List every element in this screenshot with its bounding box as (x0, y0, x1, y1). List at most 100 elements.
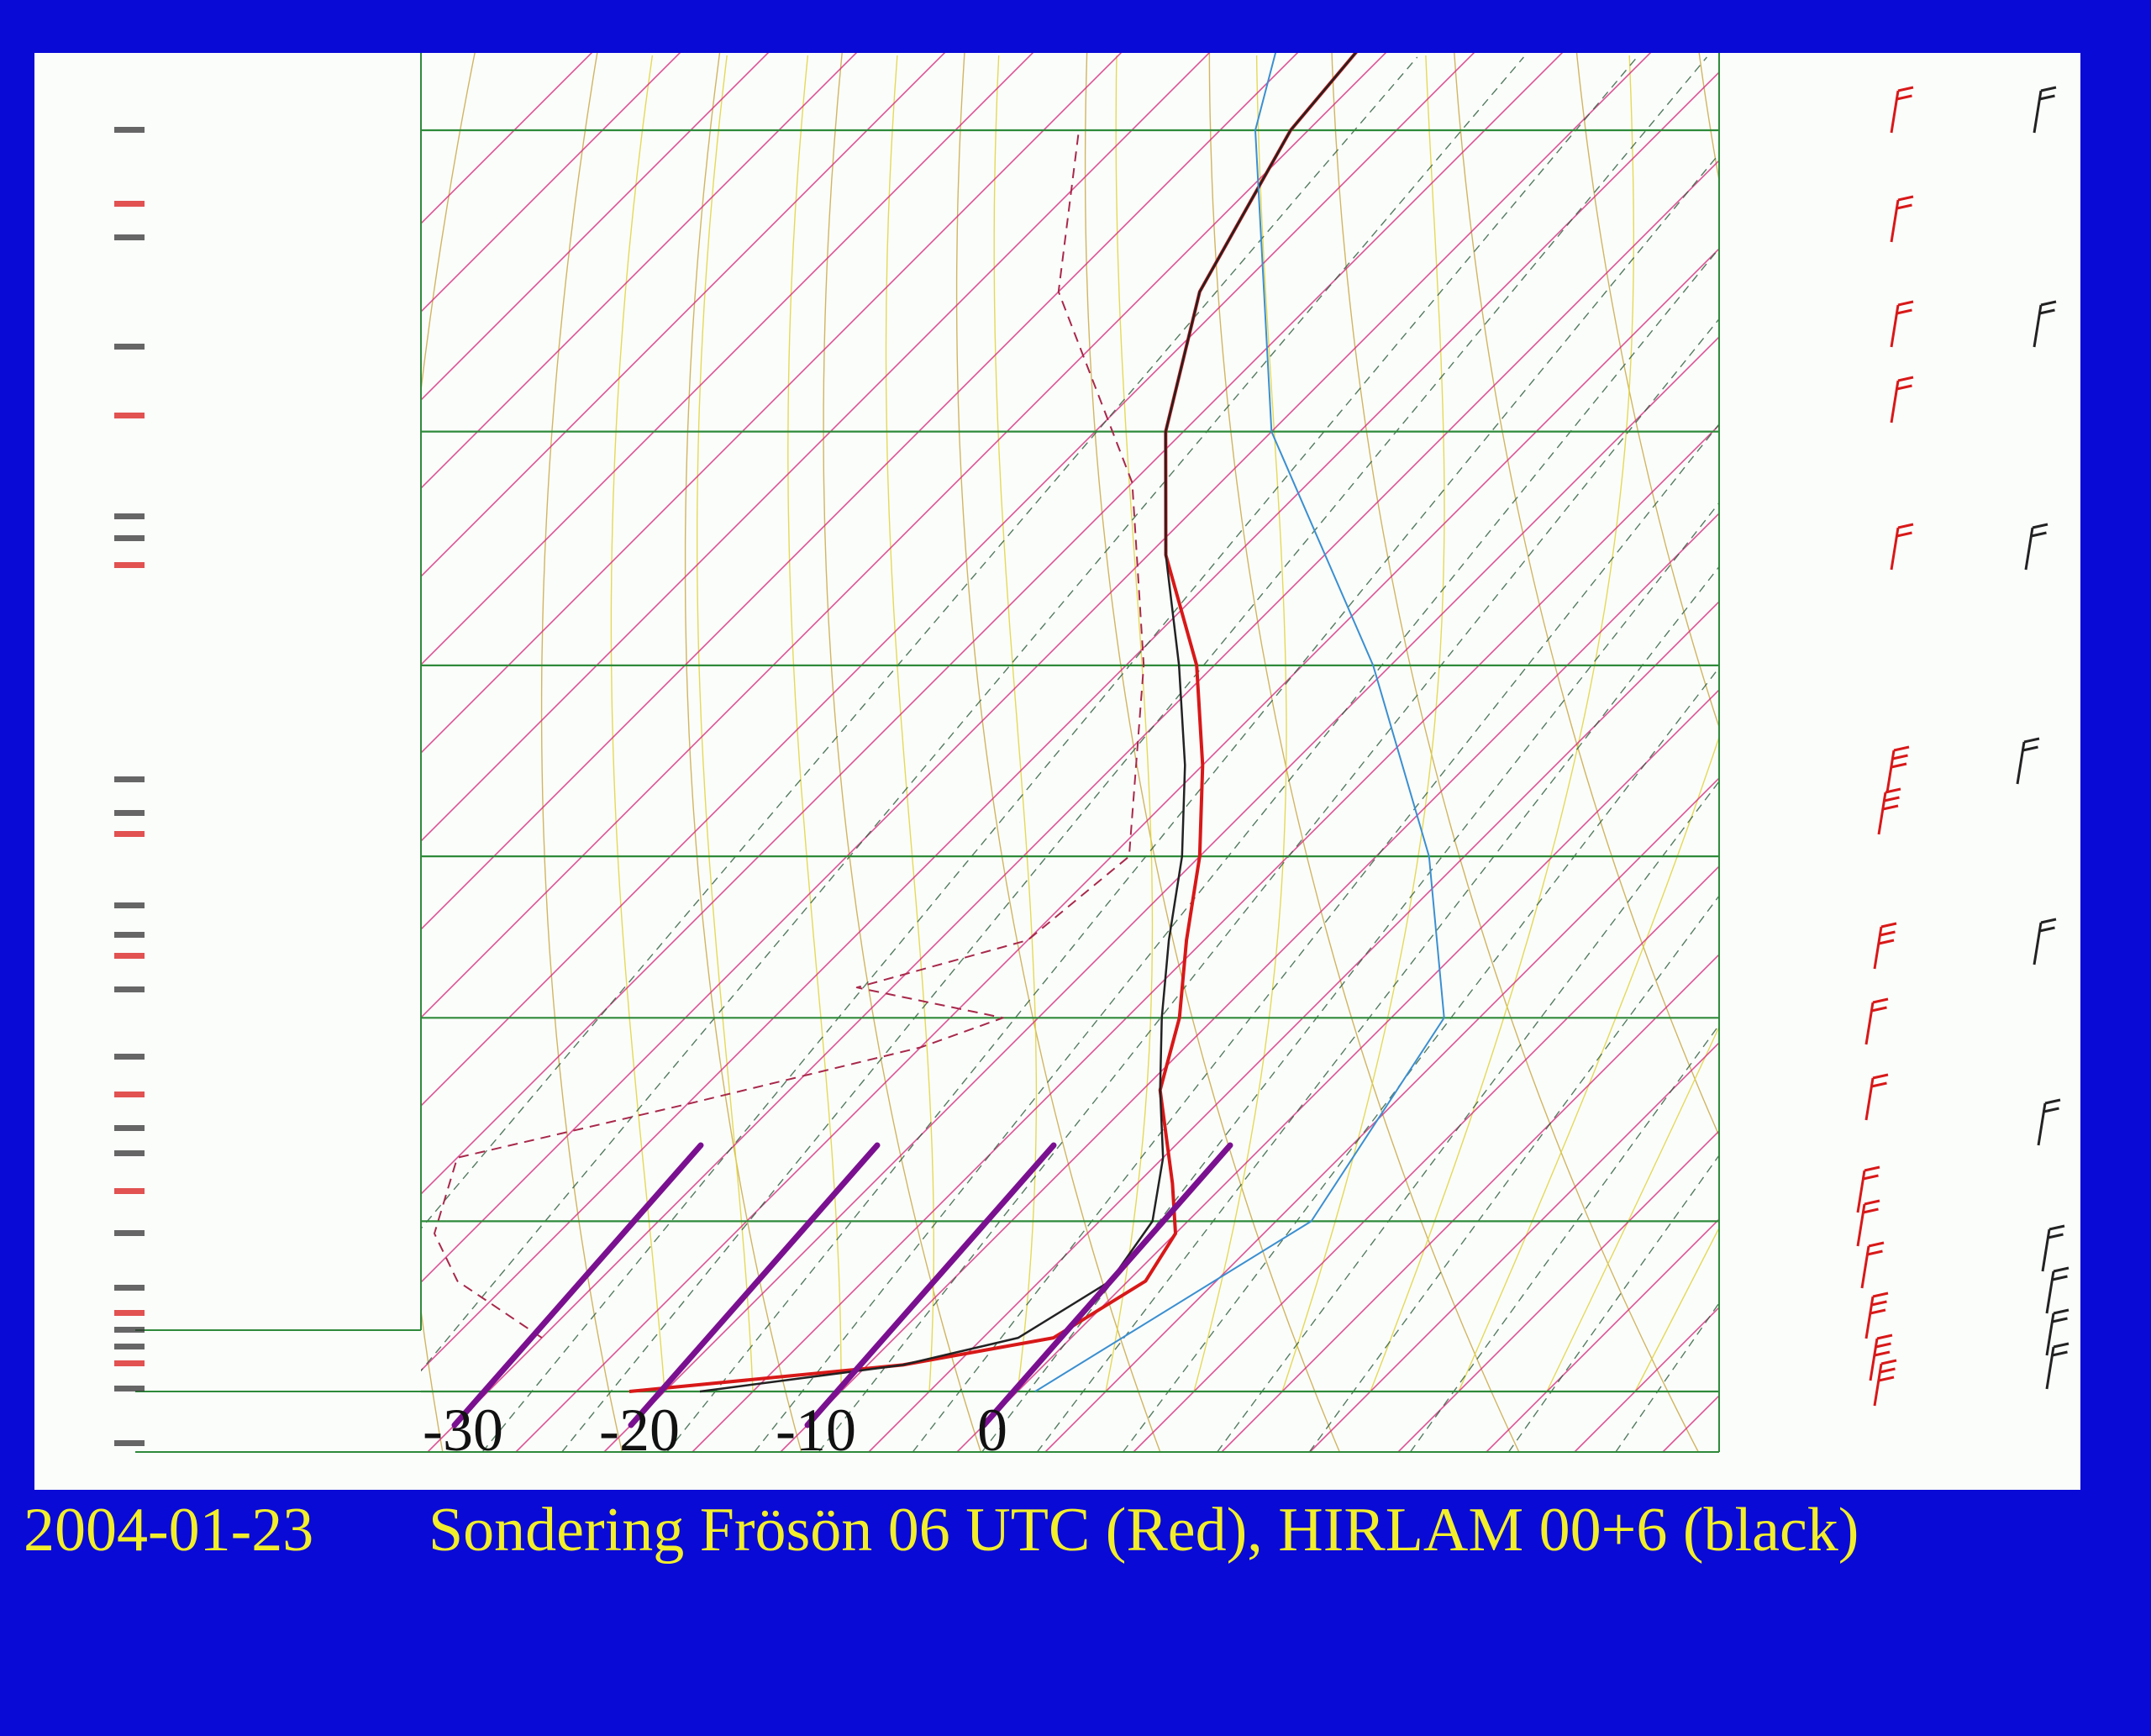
wind-barb-staff (2016, 741, 2026, 785)
wind-barb-icon (1873, 922, 1897, 970)
wind-barb-feather (2053, 1266, 2069, 1273)
wind-barb-staff (1864, 1002, 1875, 1045)
mixing-ratio-line (481, 56, 1638, 1452)
wind-barb-staff (1890, 199, 1900, 243)
isotherm-line (421, 53, 1211, 843)
dry-adiabat-line (1454, 53, 1719, 1138)
wind-barb-icon (2016, 737, 2040, 785)
height-label-mark (114, 562, 145, 568)
wind-barb-staff (1873, 926, 1883, 970)
dry-adiabat-line (1208, 53, 1520, 1452)
caption-date: 2004-01-23 (24, 1496, 314, 1565)
wind-barb-staff (1860, 1245, 1870, 1289)
isotherm-line (603, 335, 1719, 1452)
moist-adiabat-line (1634, 1226, 1719, 1392)
height-label-mark (114, 1386, 145, 1391)
wind-barb-icon (1890, 300, 1914, 348)
wind-barb-icon (1885, 745, 1910, 793)
isotherm-line (1751, 53, 2080, 1452)
wind-barb-feather (2039, 926, 2055, 933)
wind-barb-feather (2039, 308, 2055, 315)
height-label-mark (114, 1440, 145, 1446)
wind-barb-icon (2024, 523, 2048, 571)
wind-barb-staff (1885, 750, 1896, 793)
wind-barb-feather (2039, 94, 2055, 101)
isotherm-line (780, 512, 1719, 1452)
wind-barb-staff (1856, 1203, 1866, 1247)
wind-barb-feather (1874, 1350, 1891, 1357)
wind-barb-staff (2045, 1346, 2055, 1390)
height-label-mark (114, 1054, 145, 1060)
dry-adiabat-line (2066, 53, 2080, 1452)
skew-t-diagram-panel: -30 -20 -10 0 (34, 53, 2080, 1490)
wind-barb-icon (1864, 1073, 1889, 1121)
wind-barb-icon (2037, 1098, 2061, 1146)
mixing-ratio-line (1308, 894, 1719, 1452)
wind-barb-feather (1867, 1249, 1883, 1256)
isotherm-line (1486, 1218, 1719, 1452)
isotherm-line (421, 53, 681, 313)
mixing-ratio-line (421, 56, 1418, 1230)
model-temperature-line (699, 53, 1357, 1393)
isotherm-label: 0 (977, 1397, 1007, 1464)
wind-barb-feather (2032, 523, 2048, 529)
wind-barb-staff (2033, 922, 2043, 965)
wind-barb-staff (1890, 527, 1900, 571)
height-label-mark (114, 1360, 145, 1366)
height-label-mark (114, 776, 145, 782)
wind-barb-feather (1885, 787, 1901, 794)
highlighted-isotherm-line (628, 1142, 881, 1428)
wind-barb-staff (1890, 304, 1900, 348)
wind-barb-feather (2048, 1224, 2065, 1231)
isotherm-line (1044, 776, 1719, 1452)
isotherm-line (421, 71, 1719, 1372)
wind-barb-feather (1872, 997, 1889, 1004)
moist-adiabat-line (610, 55, 665, 1392)
wind-barb-staff (1890, 90, 1900, 134)
dry-adiabat-line (684, 53, 802, 1452)
wind-barb-icon (1890, 195, 1914, 243)
dry-adiabat-line (540, 53, 623, 1452)
height-label-mark (114, 1327, 145, 1333)
wind-barb-feather (2022, 745, 2038, 752)
wind-barb-staff (2033, 90, 2043, 134)
isotherm-line (427, 159, 1719, 1452)
isotherm-line (421, 53, 1123, 755)
mixing-ratio-line (421, 56, 1524, 1372)
isotherm-line (956, 688, 1719, 1452)
mixing-ratio-line (1217, 780, 1719, 1452)
wind-barb-icon (2045, 1266, 2069, 1314)
wind-barb-staff (1856, 1170, 1866, 1213)
wind-barb-feather (1864, 1199, 1880, 1206)
isotherm-line (421, 53, 1475, 1107)
wind-barb-icon (2033, 918, 2057, 965)
dry-adiabat-line (823, 53, 981, 1452)
wind-barb-icon (1864, 997, 1889, 1045)
isotherm-line (692, 423, 1719, 1452)
highlighted-isotherm-line (451, 1142, 704, 1428)
isotherm-line (1133, 865, 1719, 1452)
wind-barb-feather (1871, 1081, 1887, 1088)
height-label-mark (114, 413, 145, 418)
wind-barb-icon (1873, 1359, 1897, 1407)
mixing-ratio-line (981, 502, 1719, 1452)
isotherm-label: -30 (423, 1397, 503, 1464)
moist-adiabat-line (1281, 55, 1445, 1392)
wind-barb-icon (2033, 86, 2057, 134)
wind-barb-icon (1869, 1334, 1893, 1381)
wind-barb-icon (1864, 1291, 1889, 1339)
wind-barb-feather (2040, 86, 2057, 92)
mixing-ratio-line (1409, 1023, 1719, 1452)
height-label-mark (114, 344, 145, 350)
wind-barb-feather (1871, 1006, 1887, 1013)
isotherm-line (421, 53, 1299, 931)
dry-adiabat-line (1575, 53, 1719, 729)
height-label-mark (114, 1150, 145, 1156)
mixing-ratio-line (1036, 566, 1719, 1452)
wind-barb-feather (1896, 531, 1912, 538)
wind-barb-icon (1856, 1165, 1880, 1213)
isotherm-line (1221, 953, 1719, 1452)
dewpoint-profile-line (434, 129, 1145, 1339)
height-label-mark (114, 1230, 145, 1236)
wind-barb-icon (1877, 787, 1901, 835)
